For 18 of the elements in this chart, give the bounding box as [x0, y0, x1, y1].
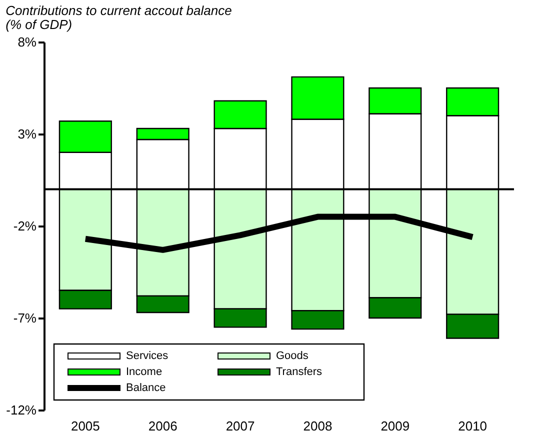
x-tick-label: 2006	[148, 418, 178, 434]
x-tick-label: 2007	[226, 418, 255, 434]
legend-label: Transfers	[276, 366, 323, 378]
chart-subtitle: (% of GDP)	[6, 17, 72, 32]
chart-title: Contributions to current accout balance	[6, 3, 232, 18]
y-tick-label: -7%	[13, 310, 37, 326]
x-tick-label: 2010	[458, 418, 488, 434]
y-tick-label: -12%	[6, 402, 37, 418]
x-tick-label: 2008	[303, 418, 332, 434]
x-tick-label: 2009	[380, 418, 410, 434]
legend-label: Goods	[276, 350, 309, 362]
y-tick-label: 3%	[18, 126, 37, 142]
y-tick-label: 8%	[18, 34, 37, 50]
legend-label: Balance	[126, 382, 166, 394]
x-tick-label: 2005	[70, 418, 100, 434]
y-tick-label: -2%	[13, 218, 37, 234]
legend-label: Income	[126, 366, 162, 378]
legend-label: Services	[126, 350, 169, 362]
